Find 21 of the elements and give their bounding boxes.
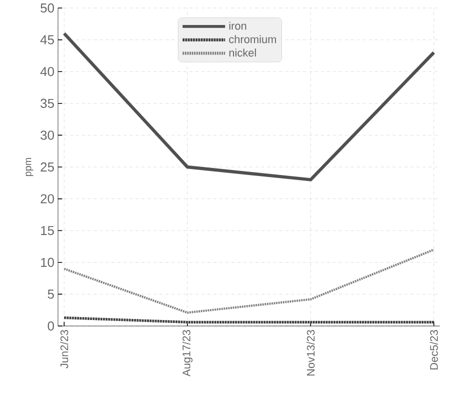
- y-tick-label: 50: [40, 3, 54, 13]
- y-tick-label: 40: [40, 67, 54, 76]
- y-axis-title: ppm: [26, 158, 34, 176]
- y-tick-label: 15: [41, 226, 54, 236]
- y-tick-label: 5: [48, 290, 54, 299]
- line-series: [62, 32, 436, 182]
- x-tick-label: Aug17/23: [182, 330, 192, 376]
- y-tick-label: 30: [40, 130, 54, 140]
- y-tick-label: 0: [48, 321, 54, 331]
- x-tick-label: Dec5/23: [430, 330, 438, 370]
- y-tick-label: 25: [40, 162, 54, 172]
- legend-label: nickel: [229, 48, 256, 57]
- y-tick-label: 10: [41, 258, 54, 267]
- y-tick-label: 20: [40, 194, 54, 204]
- y-tick-label: 35: [40, 98, 54, 108]
- legend-label: iron: [229, 22, 246, 30]
- line-series: [63, 248, 435, 314]
- x-tick-label: Jun2/23: [60, 330, 68, 368]
- legend-label: chromium: [229, 35, 276, 44]
- x-tick-label: Nov13/23: [306, 330, 315, 376]
- y-tick-label: 45: [40, 35, 54, 44]
